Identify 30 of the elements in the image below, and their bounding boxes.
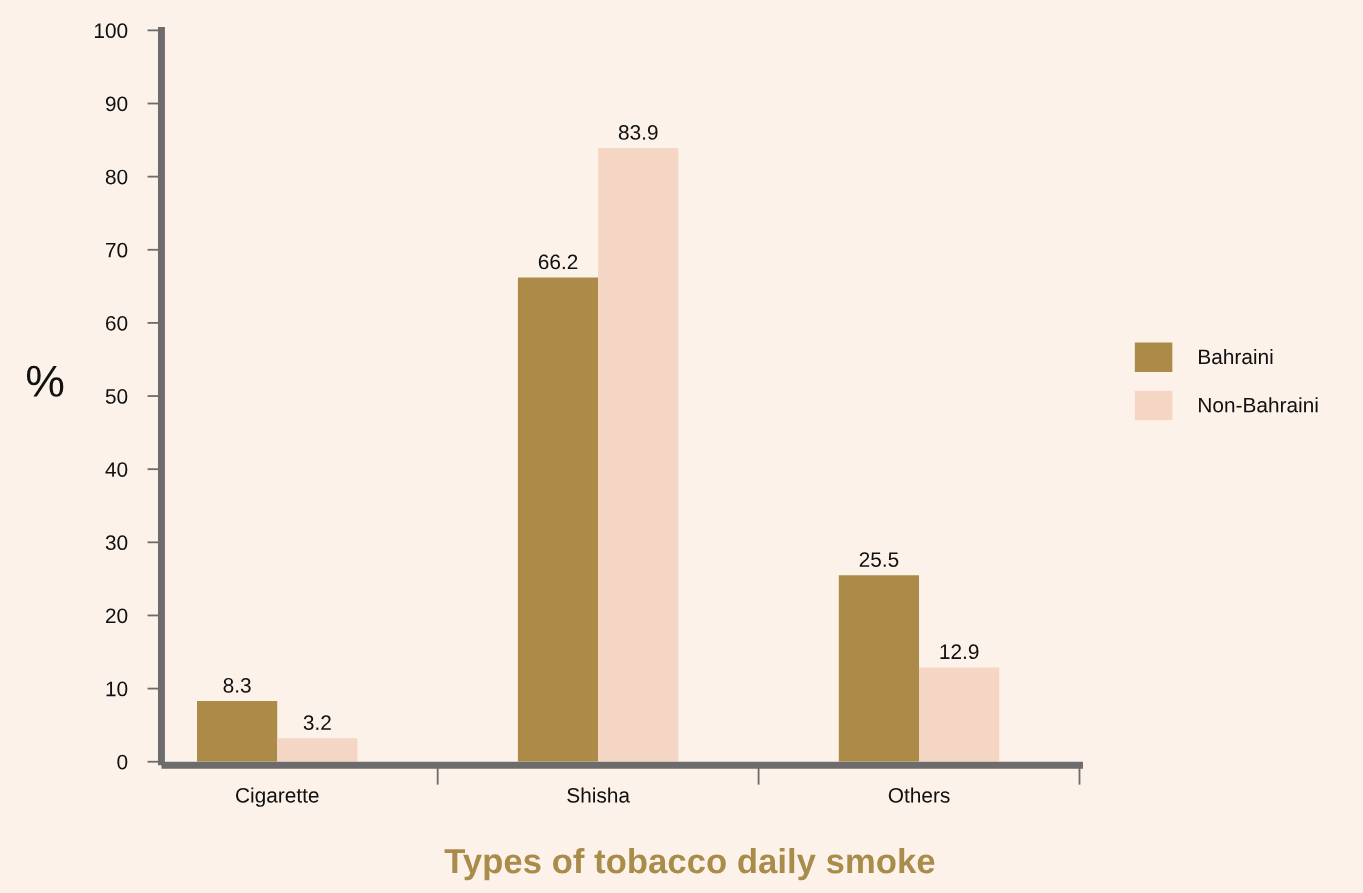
y-tick-label: 50: [105, 389, 128, 404]
data-label: 3.2: [303, 715, 331, 731]
x-tick-label: Others: [888, 787, 950, 803]
y-tick-label: 0: [117, 754, 128, 770]
x-tick-label: Cigarette: [236, 787, 319, 807]
y-tick-label: 100: [94, 23, 128, 39]
bar: [838, 575, 920, 762]
y-tick-label: 80: [105, 169, 128, 185]
y-tick-label: 40: [105, 462, 128, 477]
y-tick-label: 30: [105, 535, 128, 551]
x-axis-title: Types of tobacco daily smoke: [444, 847, 935, 881]
y-axis-title: %: [26, 365, 64, 397]
data-label: 25.5: [859, 552, 899, 567]
y-tick-label: 60: [106, 315, 128, 331]
bar: [517, 277, 599, 762]
y-tick-label: 10: [106, 681, 128, 697]
data-label: 66.2: [538, 254, 578, 270]
legend-label: Bahraini: [1199, 348, 1273, 365]
y-tick-label: 20: [106, 608, 128, 624]
data-label: 8.3: [223, 677, 251, 693]
bar: [598, 148, 679, 762]
legend-label: Non-Bahraini: [1199, 397, 1318, 413]
y-tick-label: 70: [106, 242, 128, 258]
x-tick-label: Shisha: [567, 787, 630, 803]
bar: [277, 738, 358, 762]
data-label: 83.9: [618, 125, 658, 140]
bar: [197, 701, 278, 762]
data-label: 12.9: [940, 644, 979, 660]
y-tick-label: 90: [105, 96, 128, 112]
bar: [919, 667, 1000, 762]
